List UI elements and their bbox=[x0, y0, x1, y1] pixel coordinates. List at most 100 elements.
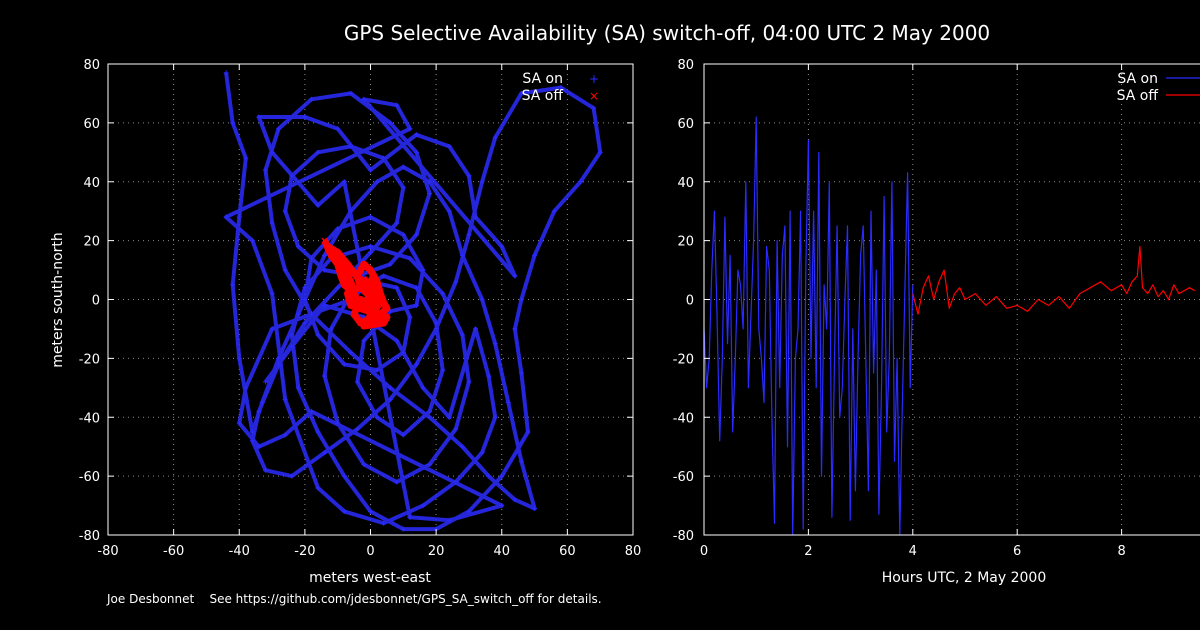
series-line-sa-off bbox=[912, 245, 1195, 315]
data-point bbox=[368, 244, 373, 250]
data-point bbox=[249, 429, 255, 435]
data-point bbox=[276, 126, 282, 132]
legend-label-sa-off: SA off bbox=[522, 88, 564, 104]
data-point bbox=[591, 105, 597, 111]
data-point bbox=[367, 267, 374, 274]
data-point bbox=[394, 285, 400, 291]
data-point bbox=[321, 237, 328, 244]
data-point bbox=[446, 517, 452, 523]
y-tick-label: 20 bbox=[677, 235, 694, 250]
data-point bbox=[243, 385, 249, 391]
data-point bbox=[427, 461, 433, 467]
data-point bbox=[347, 302, 354, 309]
data-point bbox=[223, 70, 229, 76]
data-point bbox=[400, 349, 406, 355]
data-point bbox=[341, 267, 348, 274]
data-point bbox=[499, 473, 505, 479]
data-point bbox=[236, 420, 242, 426]
data-point bbox=[269, 220, 275, 226]
x-tick-label: 20 bbox=[428, 544, 445, 559]
data-point bbox=[263, 379, 268, 385]
data-point bbox=[387, 261, 393, 267]
data-point bbox=[440, 367, 446, 373]
data-point bbox=[256, 114, 262, 120]
y-tick-label: -40 bbox=[79, 411, 100, 426]
data-point bbox=[295, 311, 301, 317]
data-point bbox=[289, 173, 295, 179]
data-point bbox=[331, 255, 338, 262]
data-point bbox=[374, 179, 380, 185]
series-sa-on bbox=[223, 70, 603, 532]
data-point bbox=[479, 450, 485, 456]
data-point bbox=[302, 285, 308, 291]
data-point bbox=[400, 164, 406, 170]
y-tick-label: -40 bbox=[673, 411, 694, 426]
data-point bbox=[453, 279, 459, 285]
data-point bbox=[348, 208, 354, 214]
data-point bbox=[223, 214, 229, 220]
x-tick-label: 0 bbox=[366, 544, 374, 559]
data-point bbox=[492, 135, 498, 141]
data-point bbox=[337, 272, 344, 279]
y-tick-label: -60 bbox=[79, 470, 100, 485]
data-point bbox=[302, 114, 308, 120]
data-point bbox=[413, 132, 419, 138]
footer-credit: Joe Desbonnet See https://github.com/jde… bbox=[107, 592, 602, 606]
data-point bbox=[335, 226, 341, 232]
data-point bbox=[387, 397, 393, 403]
sa-off-trace bbox=[321, 239, 391, 330]
x-tick-label: 2 bbox=[804, 544, 812, 559]
timeseries-tick-labels: 0 2 4 6 8 -80 -60 -40 -20 0 20 40 60 80 bbox=[673, 58, 1126, 559]
data-point bbox=[249, 238, 255, 244]
y-tick-label: -20 bbox=[673, 352, 694, 367]
data-point bbox=[413, 285, 419, 291]
data-point bbox=[357, 284, 364, 291]
data-point bbox=[370, 314, 377, 321]
data-point bbox=[381, 155, 387, 161]
data-point bbox=[466, 508, 472, 514]
data-point bbox=[505, 400, 511, 406]
timeseries-panel: 0 2 4 6 8 -80 -60 -40 -20 0 20 40 60 80 Hours UTC, 2 … bbox=[673, 58, 1200, 586]
data-point bbox=[446, 143, 452, 149]
data-point bbox=[334, 261, 341, 268]
data-point bbox=[394, 338, 400, 344]
timeseries-legend: SA on SA off bbox=[1117, 71, 1200, 104]
data-point bbox=[532, 252, 538, 258]
data-point bbox=[433, 326, 439, 332]
y-tick-label: -20 bbox=[79, 352, 100, 367]
data-point bbox=[341, 361, 347, 367]
data-point bbox=[236, 355, 242, 361]
data-point bbox=[400, 232, 406, 238]
data-point bbox=[479, 179, 485, 185]
y-tick-label: 0 bbox=[686, 294, 694, 309]
data-point bbox=[413, 232, 419, 238]
data-point bbox=[324, 243, 331, 250]
data-point bbox=[486, 373, 492, 379]
data-point bbox=[368, 249, 373, 255]
data-point bbox=[459, 252, 465, 258]
legend-marker-sa-on: + bbox=[589, 72, 599, 86]
data-point bbox=[335, 420, 341, 426]
data-point bbox=[394, 220, 400, 226]
data-point bbox=[308, 255, 314, 261]
data-point bbox=[344, 290, 351, 297]
data-point bbox=[351, 293, 358, 300]
data-point bbox=[374, 278, 381, 285]
data-point bbox=[256, 444, 262, 450]
y-tick-label: -60 bbox=[673, 470, 694, 485]
data-point bbox=[453, 479, 459, 485]
data-point bbox=[351, 311, 358, 318]
data-point bbox=[364, 320, 371, 327]
data-point bbox=[282, 432, 288, 438]
x-tick-label: 6 bbox=[1013, 544, 1021, 559]
data-point bbox=[289, 473, 295, 479]
data-point bbox=[302, 297, 308, 302]
y-tick-label: 20 bbox=[83, 235, 100, 250]
data-point bbox=[370, 272, 377, 279]
x-tick-label: -80 bbox=[97, 544, 118, 559]
data-point bbox=[374, 367, 380, 373]
data-point bbox=[512, 273, 518, 279]
data-point bbox=[348, 90, 354, 96]
data-point bbox=[453, 426, 459, 432]
